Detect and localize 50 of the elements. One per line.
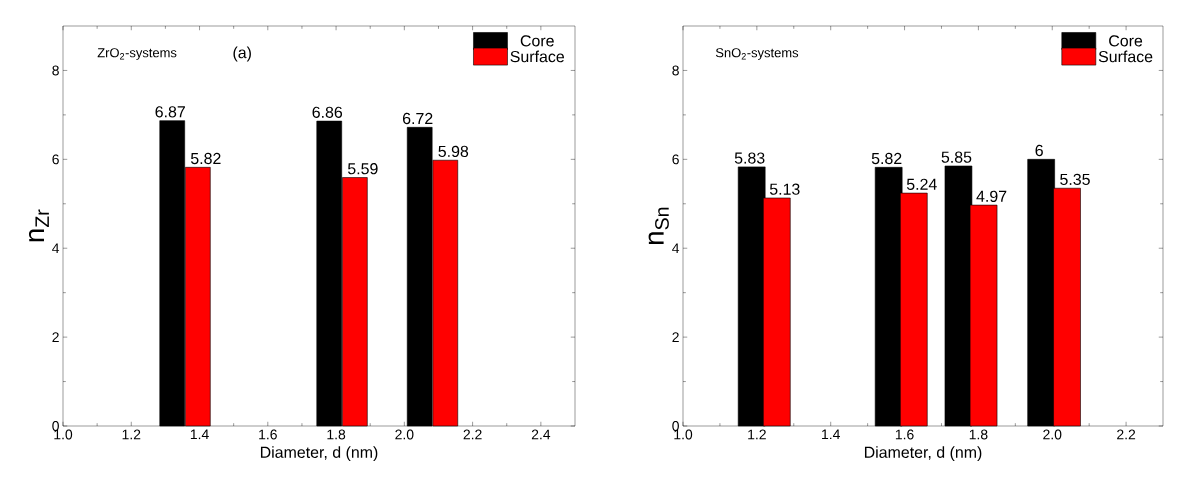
y-tick-label: 2: [52, 332, 59, 342]
y-axis-title: n$_{Sn}$: [648, 207, 669, 245]
y-tick-label: 4: [672, 243, 680, 254]
data-label: 6.87: [155, 106, 185, 118]
legend-label: Core: [1109, 35, 1143, 47]
x-tick-label: 1.8: [327, 429, 346, 440]
data-label: 5.24: [906, 178, 937, 190]
x-tick-label: 1.0: [54, 429, 73, 440]
data-label: 6.72: [403, 112, 433, 125]
data-label: 6.86: [312, 106, 343, 118]
annotation: ZrO$_{2}$-systems: [97, 48, 177, 60]
x-tick-label: 1.2: [748, 429, 766, 440]
x-axis-title: Diameter, d (nm): [260, 446, 378, 462]
x-tick-label: 2.0: [395, 429, 414, 440]
x-tick-label: 1.6: [895, 429, 914, 440]
x-tick-label: 2.4: [531, 429, 551, 440]
x-tick-label: 1.4: [822, 429, 840, 440]
data-label: 6: [1035, 144, 1043, 157]
y-tick-label: 0: [52, 421, 59, 431]
x-tick-label: 1.2: [122, 429, 141, 440]
data-label: 5.59: [347, 163, 378, 175]
y-tick-label: 4: [52, 243, 60, 254]
data-label: 5.98: [438, 145, 469, 158]
data-label: 5.35: [1060, 173, 1090, 186]
y-tick-label: 2: [672, 332, 679, 342]
x-tick-label: 1.4: [190, 429, 209, 440]
y-tick-label: 8: [672, 65, 679, 76]
x-axis-title: Diameter, d (nm): [864, 446, 982, 462]
x-tick-label: 2.2: [463, 429, 482, 440]
y-tick-label: 6: [52, 154, 59, 165]
data-label: 5.82: [871, 152, 902, 165]
y-tick-label: 8: [52, 65, 59, 76]
data-label: 5.13: [769, 183, 800, 195]
legend-label: Core: [520, 35, 554, 47]
legend-label: Surface: [1098, 50, 1153, 63]
y-tick-label: 6: [672, 154, 679, 165]
x-tick-label: 1.0: [674, 429, 693, 440]
data-label: 5.82: [190, 152, 221, 165]
annotation: (a): [233, 46, 251, 62]
annotation: SnO$_{2}$-systems: [715, 48, 799, 60]
y-tick-label: 0: [672, 421, 679, 431]
x-tick-label: 1.8: [969, 429, 988, 440]
data-label: 5.85: [941, 151, 972, 163]
x-tick-label: 2.0: [1043, 429, 1062, 440]
legend-label: Surface: [510, 50, 564, 63]
data-label: 5.83: [734, 152, 765, 164]
data-label: 4.97: [976, 190, 1007, 202]
x-tick-label: 2.2: [1117, 429, 1136, 440]
x-tick-label: 1.6: [259, 429, 277, 440]
y-axis-title: n$_{Zr}$: [28, 209, 49, 242]
